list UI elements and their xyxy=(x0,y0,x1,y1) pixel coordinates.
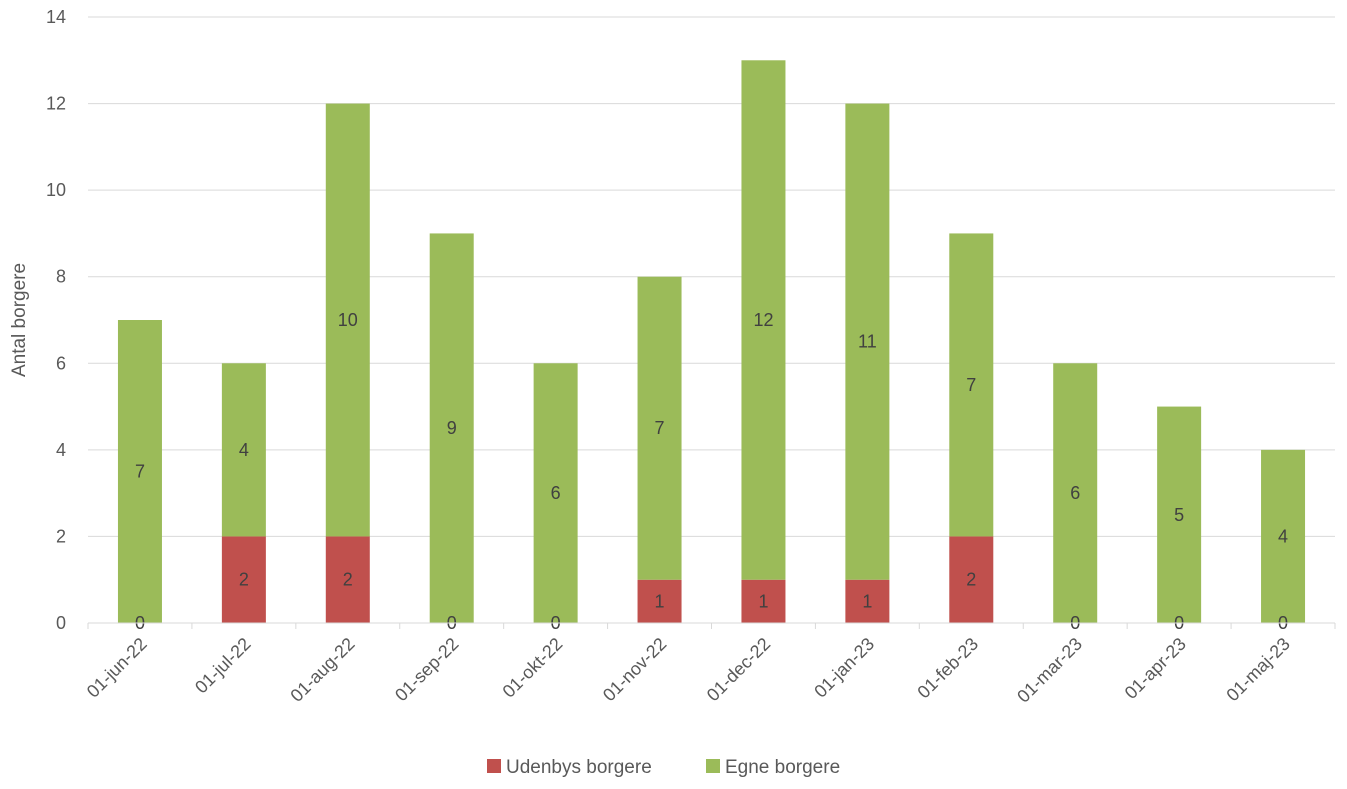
legend: Udenbys borgere Egne borgere xyxy=(487,757,840,778)
x-tick-label: 01-nov-22 xyxy=(599,634,670,705)
bar-udenbys xyxy=(325,536,370,623)
x-tick-label: 01-dec-22 xyxy=(703,634,774,705)
bar-egne xyxy=(533,363,578,623)
bar-egne xyxy=(221,363,266,537)
y-tick-label: 10 xyxy=(46,180,66,200)
x-tick-label: 01-apr-23 xyxy=(1121,634,1190,703)
data-label: 5 xyxy=(1174,505,1184,525)
data-label: 1 xyxy=(655,591,665,611)
x-tick-label: 01-okt-22 xyxy=(499,634,567,702)
x-tick-label: 01-jul-22 xyxy=(191,634,255,698)
data-label: 2 xyxy=(343,570,353,590)
data-label: 1 xyxy=(862,591,872,611)
x-tick-label: 01-maj-23 xyxy=(1222,634,1293,705)
data-label: 4 xyxy=(239,440,249,460)
y-tick-label: 8 xyxy=(56,267,66,287)
bar-udenbys xyxy=(845,579,890,623)
bar-egne xyxy=(637,276,682,580)
bars xyxy=(117,60,1306,623)
data-label: 2 xyxy=(966,570,976,590)
x-tick-label: 01-sep-22 xyxy=(391,634,462,705)
y-axis-ticks: 0 2 4 6 8 10 12 14 xyxy=(46,7,66,633)
x-axis-ticks: 01-jun-22 01-jul-22 01-aug-22 01-sep-22 01-o… xyxy=(83,623,1336,707)
data-label: 10 xyxy=(338,310,358,330)
bar-egne xyxy=(1157,406,1202,623)
data-label: 7 xyxy=(655,418,665,438)
bar-udenbys xyxy=(637,579,682,623)
bar-egne xyxy=(949,233,994,537)
data-label: 1 xyxy=(758,591,768,611)
data-label: 7 xyxy=(135,462,145,482)
bar-egne xyxy=(1261,449,1306,623)
legend-swatch xyxy=(706,759,720,773)
data-label: 11 xyxy=(858,332,877,352)
data-label: 6 xyxy=(1070,483,1080,503)
legend-label: Udenbys borgere xyxy=(506,757,652,778)
bar-egne xyxy=(1053,363,1098,623)
bar-udenbys xyxy=(741,579,786,623)
y-tick-label: 6 xyxy=(56,353,66,373)
data-label: 12 xyxy=(753,310,773,330)
x-tick-label: 01-jan-23 xyxy=(810,634,878,702)
bar-egne xyxy=(429,233,474,623)
y-tick-label: 12 xyxy=(46,94,66,114)
y-tick-label: 2 xyxy=(56,526,66,546)
x-tick-label: 01-mar-23 xyxy=(1013,634,1086,707)
bar-udenbys xyxy=(221,536,266,623)
data-label: 4 xyxy=(1278,526,1288,546)
x-tick-label: 01-aug-22 xyxy=(286,634,358,706)
bar-egne xyxy=(741,60,786,580)
data-label: 9 xyxy=(447,418,457,438)
data-label: 7 xyxy=(966,375,976,395)
bar-egne xyxy=(845,103,890,580)
x-tick-label: 01-jun-22 xyxy=(83,634,151,702)
y-tick-label: 0 xyxy=(56,613,66,633)
y-axis-title: Antal borgere xyxy=(9,263,30,377)
data-label: 2 xyxy=(239,570,249,590)
bar-egne xyxy=(117,320,162,623)
x-tick-label: 01-feb-23 xyxy=(913,634,982,703)
bar-udenbys xyxy=(949,536,994,623)
legend-label: Egne borgere xyxy=(725,757,840,778)
bar-egne xyxy=(325,103,370,537)
data-label: 6 xyxy=(551,483,561,503)
gridlines xyxy=(88,16,1335,537)
legend-swatch xyxy=(487,759,501,773)
y-tick-label: 14 xyxy=(46,7,66,27)
y-tick-label: 4 xyxy=(56,440,66,460)
